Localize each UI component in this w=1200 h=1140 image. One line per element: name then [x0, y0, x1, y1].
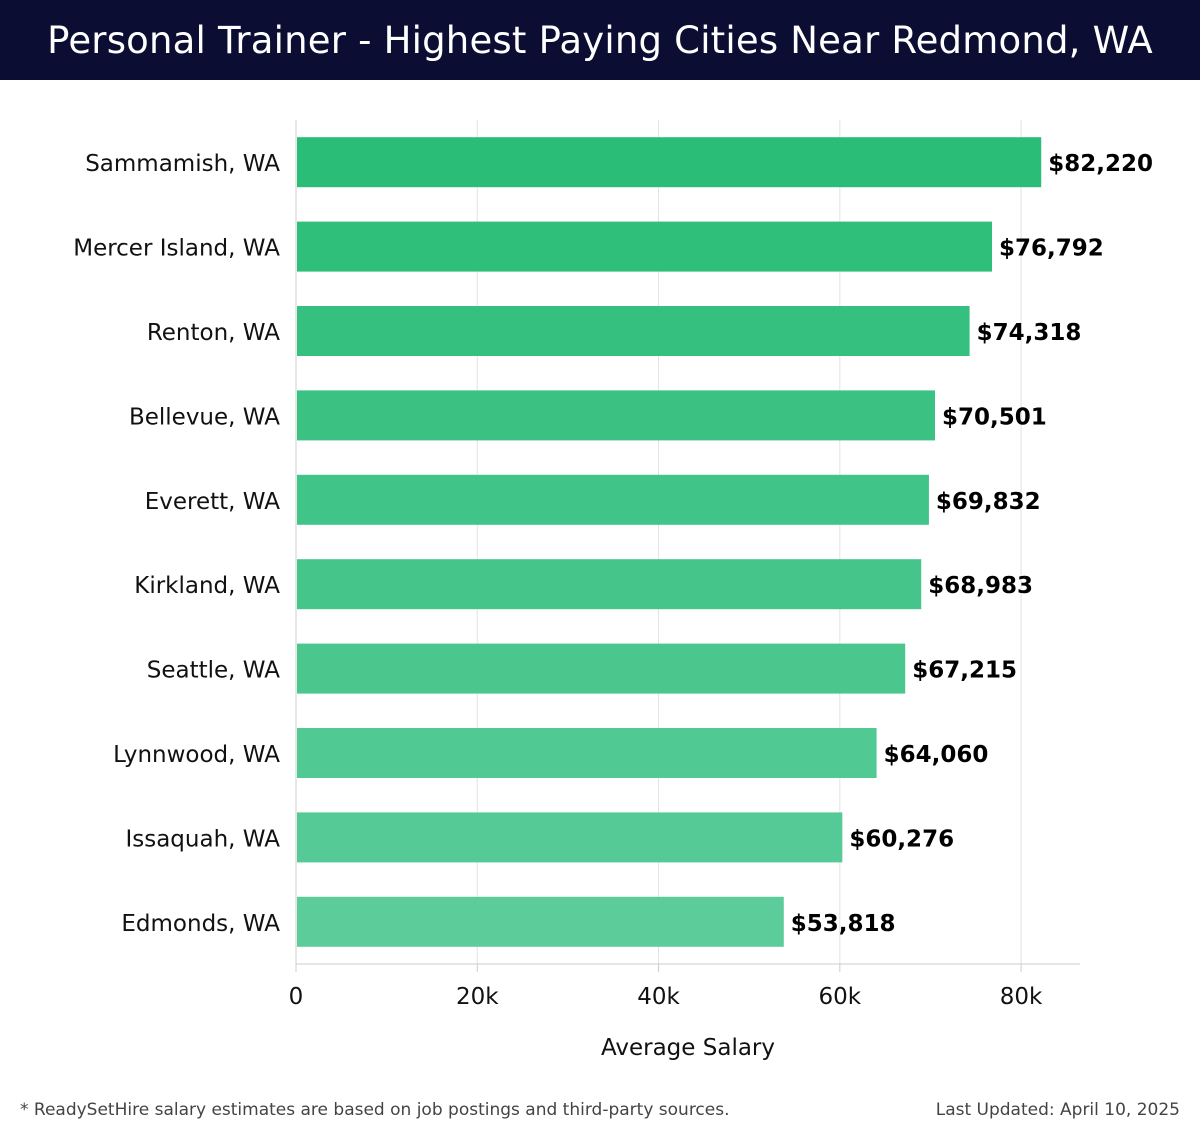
category-label: Mercer Island, WA: [73, 236, 280, 262]
x-tick-label: 0: [289, 984, 304, 1010]
bar: [297, 643, 906, 694]
chart-title: Personal Trainer - Highest Paying Cities…: [47, 18, 1153, 62]
value-label: $74,318: [977, 320, 1082, 346]
category-label: Renton, WA: [147, 320, 280, 346]
value-label: $69,832: [936, 489, 1041, 515]
category-label: Lynnwood, WA: [113, 742, 280, 768]
value-label: $67,215: [912, 658, 1017, 684]
category-label: Kirkland, WA: [134, 573, 280, 599]
category-label: Sammamish, WA: [85, 151, 280, 177]
x-axis-title: Average Salary: [601, 1035, 775, 1061]
x-tick-label: 20k: [456, 984, 499, 1010]
value-label: $53,818: [791, 911, 896, 937]
footer-note: * ReadySetHire salary estimates are base…: [20, 1100, 730, 1120]
x-tick-label: 60k: [819, 984, 862, 1010]
value-label: $82,220: [1048, 151, 1153, 177]
last-updated: Last Updated: April 10, 2025: [935, 1100, 1180, 1120]
bar: [297, 728, 877, 778]
category-label: Edmonds, WA: [121, 911, 280, 937]
salary-bar-chart: 0 20k 40k 60k 80k Sammamish, WA $82,220 Mercer …: [73, 120, 1153, 1061]
bar: [297, 559, 922, 610]
value-label: $68,983: [928, 573, 1033, 599]
value-label: $64,060: [884, 742, 989, 768]
value-label: $76,792: [999, 236, 1104, 262]
category-label: Seattle, WA: [147, 658, 281, 684]
category-label: Issaquah, WA: [125, 826, 280, 852]
bar: [297, 137, 1042, 188]
x-tick-label: 40k: [637, 984, 680, 1010]
title-bar: Personal Trainer - Highest Paying Cities…: [0, 0, 1200, 80]
value-label: $60,276: [849, 826, 954, 852]
value-label: $70,501: [942, 404, 1047, 430]
bar: [297, 390, 935, 441]
category-label: Everett, WA: [145, 489, 281, 515]
bar: [297, 474, 929, 525]
bar: [297, 306, 970, 356]
bar: [297, 896, 784, 947]
bars: [297, 137, 1042, 947]
labels: 0 20k 40k 60k 80k Sammamish, WA $82,220 Mercer …: [73, 151, 1153, 1061]
bar: [297, 221, 993, 272]
x-tick-label: 80k: [1000, 984, 1043, 1010]
axes: [295, 120, 1080, 972]
category-label: Bellevue, WA: [129, 404, 280, 430]
bar: [297, 812, 843, 863]
